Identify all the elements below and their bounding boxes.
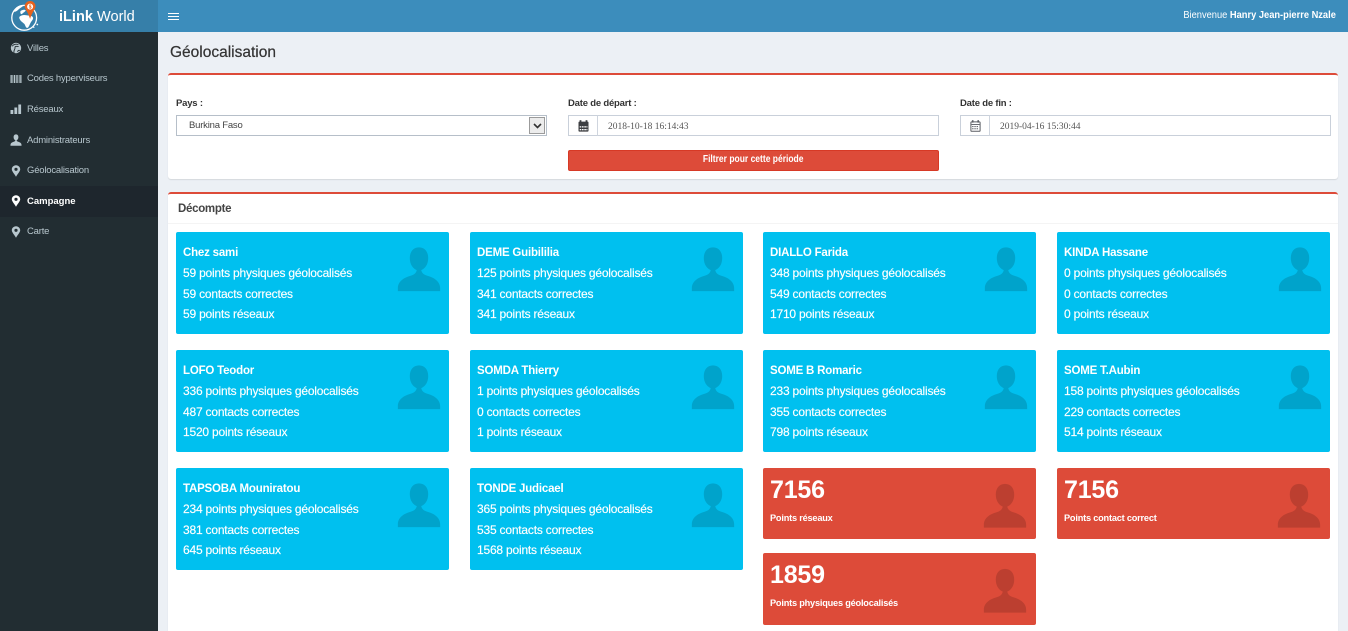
svg-text:$: $ [29, 5, 32, 11]
